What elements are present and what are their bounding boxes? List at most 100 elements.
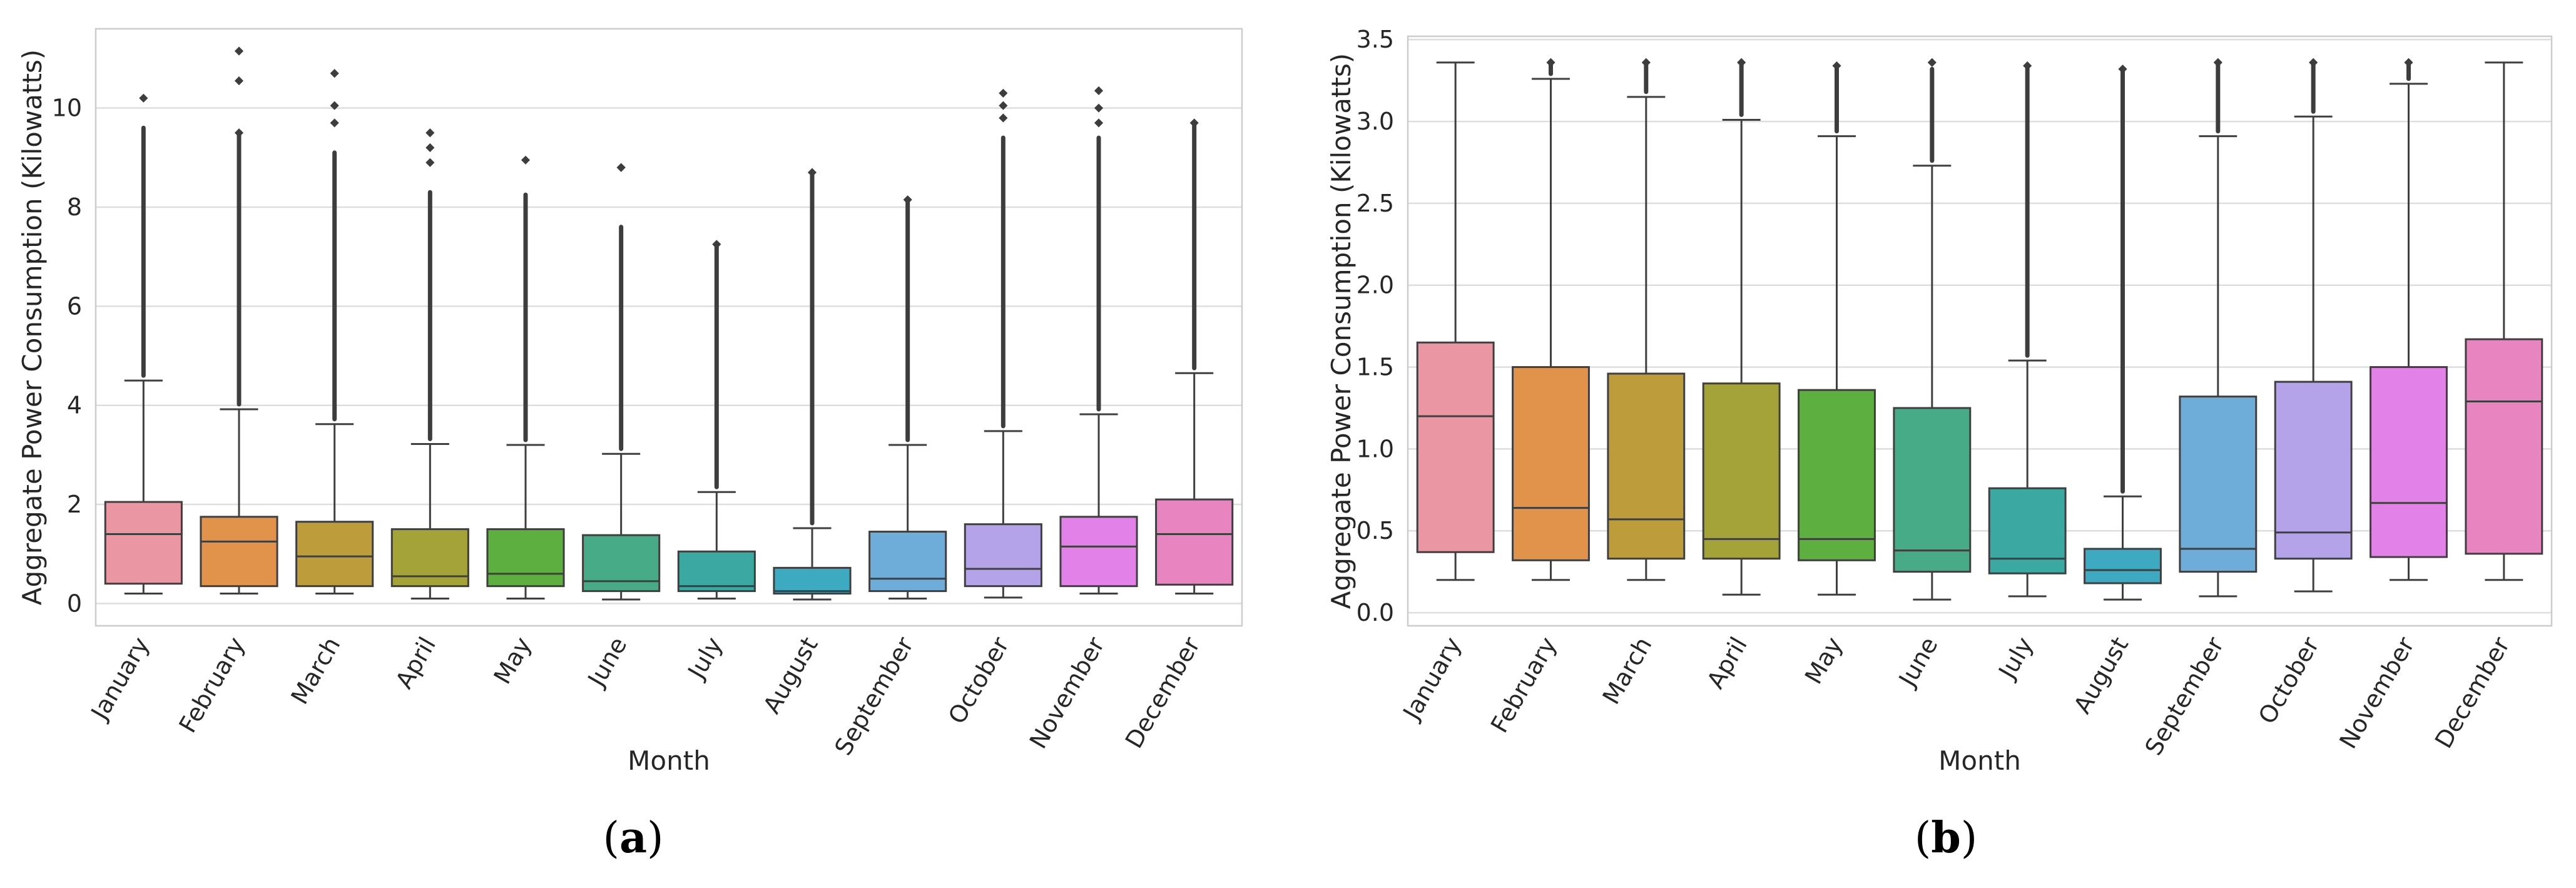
p2-iqr-box <box>1702 382 1781 560</box>
p1-outlier-point <box>999 101 1008 110</box>
p2-x-tick-label: May <box>1800 633 1848 689</box>
p1-x-tick-label: August <box>758 633 823 718</box>
p1-outlier-point <box>330 69 339 78</box>
p2-box-october <box>2274 58 2353 593</box>
p2-x-tick-label: December <box>2430 632 2515 753</box>
p1-x-tick-label: July <box>682 633 728 685</box>
p2-iqr-box <box>2179 396 2258 573</box>
p2-y-axis-label: Aggregate Power Consumption (Kilowatts) <box>1326 53 1357 609</box>
p1-outlier-point <box>1189 118 1199 128</box>
p2-iqr-box <box>1512 366 1590 561</box>
p1-outlier-point <box>139 93 148 103</box>
p1-outlier-point <box>1094 103 1104 113</box>
p1-y-tick-label: 6 <box>67 292 82 320</box>
p2-x-tick-label: August <box>2069 633 2134 718</box>
p1-iqr-box <box>582 534 661 593</box>
p1-outlier-point <box>425 143 435 153</box>
p1-box-march <box>295 69 374 595</box>
p1-box-august <box>773 168 852 601</box>
p1-outlier-point <box>807 168 817 177</box>
p1-plot-area <box>96 29 1242 626</box>
panel-a-chart: 0 2 4 6 8 10 January February March April May June J… <box>17 28 1243 776</box>
p1-outlier-point <box>425 128 435 138</box>
p1-iqr-box <box>200 516 278 588</box>
p1-x-tick-label: March <box>285 633 345 709</box>
p2-iqr-box <box>2370 366 2448 558</box>
p1-x-tick-label: June <box>582 633 632 692</box>
p2-iqr-box <box>1988 487 2067 574</box>
p1-iqr-box <box>964 523 1042 588</box>
p1-x-tick-label: October <box>943 632 1014 728</box>
p2-x-tick-label: January <box>1397 633 1467 725</box>
panel-b-label: (b) <box>1915 813 1978 863</box>
p2-box-april <box>1702 58 1781 596</box>
p2-box-june <box>1893 58 1972 601</box>
p1-outlier-point <box>521 155 531 165</box>
p1-y-tick-label: 10 <box>52 94 82 122</box>
p2-y-tick-label: 0.0 <box>1357 599 1394 626</box>
p2-x-tick-label: April <box>1701 633 1753 693</box>
p1-box-december <box>1155 118 1234 595</box>
p1-outlier-point <box>330 118 339 128</box>
p1-box-september <box>868 195 947 600</box>
p2-box-august <box>2084 64 2162 601</box>
p1-iqr-box <box>773 566 852 595</box>
p1-box-june <box>582 163 661 601</box>
p1-iqr-box <box>1059 516 1138 588</box>
p1-box-april <box>390 128 469 600</box>
p1-outlier-point <box>234 128 244 138</box>
p2-box-july <box>1988 61 2067 598</box>
p2-x-tick-label: October <box>2253 632 2324 728</box>
p2-iqr-box <box>1607 372 1686 560</box>
p2-y-tick-label: 1.5 <box>1357 354 1394 381</box>
p1-x-tick-label: January <box>85 633 155 725</box>
p2-x-tick-label: September <box>2139 632 2229 760</box>
p1-box-october <box>964 88 1042 599</box>
p1-x-axis-label: Month <box>628 745 710 776</box>
p1-outlier-point <box>712 240 721 249</box>
p1-plot-frame <box>94 28 1243 627</box>
p2-iqr-box <box>2465 338 2543 555</box>
p1-iqr-box <box>677 550 756 593</box>
p1-x-tick-label: February <box>173 633 250 738</box>
p1-box-january <box>104 93 183 595</box>
p2-y-tick-label: 1.0 <box>1357 435 1394 462</box>
p2-y-tick-label: 0.5 <box>1357 517 1394 544</box>
p2-x-tick-label: June <box>1893 633 1943 692</box>
p1-y-axis-label: Aggregate Power Consumption (Kilowatts) <box>17 49 48 605</box>
p1-x-tick-label: May <box>488 633 536 689</box>
p2-box-february <box>1512 58 1590 581</box>
p1-outlier-point <box>999 113 1008 123</box>
p2-x-axis-label: Month <box>1938 745 2021 776</box>
p1-outlier-point <box>234 76 244 86</box>
p1-outlier-point <box>999 88 1008 98</box>
p1-box-may <box>486 155 565 600</box>
p1-y-tick-label: 0 <box>67 589 82 617</box>
p2-x-tick-label: July <box>1993 633 2039 685</box>
p2-iqr-box <box>1416 341 1495 553</box>
p2-y-tick-label: 2.5 <box>1357 190 1394 217</box>
p2-x-tick-label: February <box>1485 633 1562 738</box>
p2-iqr-box <box>1893 407 1972 573</box>
p2-y-tick-label: 2.0 <box>1357 272 1394 299</box>
p1-x-tick-label: September <box>829 632 919 760</box>
p1-box-february <box>200 46 278 595</box>
p1-iqr-box <box>1155 498 1234 586</box>
p2-box-march <box>1607 58 1686 581</box>
p2-x-tick-label: November <box>2334 632 2420 753</box>
p1-y-tick-label: 2 <box>67 491 82 518</box>
p1-box-november <box>1059 86 1138 595</box>
p1-outlier-point <box>234 46 244 56</box>
p2-box-november <box>2370 58 2448 581</box>
p2-box-january <box>1416 61 1495 581</box>
p2-box-may <box>1798 61 1876 596</box>
p2-box-september <box>2179 58 2258 598</box>
p1-x-tick-label: April <box>390 633 442 693</box>
p2-iqr-box <box>2084 548 2162 584</box>
p1-y-tick-label: 8 <box>67 193 82 221</box>
p1-iqr-box <box>486 528 565 588</box>
p1-x-tick-label: November <box>1024 632 1110 753</box>
p1-outlier-point <box>903 195 912 205</box>
p1-box-july <box>677 240 756 600</box>
